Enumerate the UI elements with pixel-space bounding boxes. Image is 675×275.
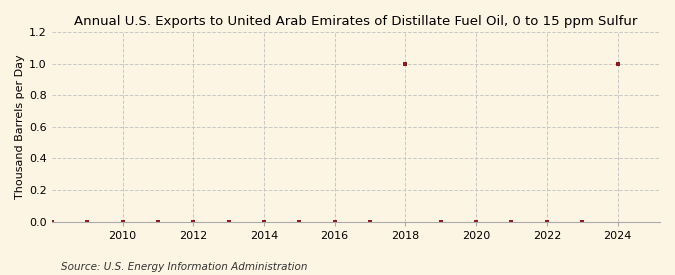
Y-axis label: Thousand Barrels per Day: Thousand Barrels per Day (15, 54, 25, 199)
Title: Annual U.S. Exports to United Arab Emirates of Distillate Fuel Oil, 0 to 15 ppm : Annual U.S. Exports to United Arab Emira… (74, 15, 638, 28)
Text: Source: U.S. Energy Information Administration: Source: U.S. Energy Information Administ… (61, 262, 307, 272)
